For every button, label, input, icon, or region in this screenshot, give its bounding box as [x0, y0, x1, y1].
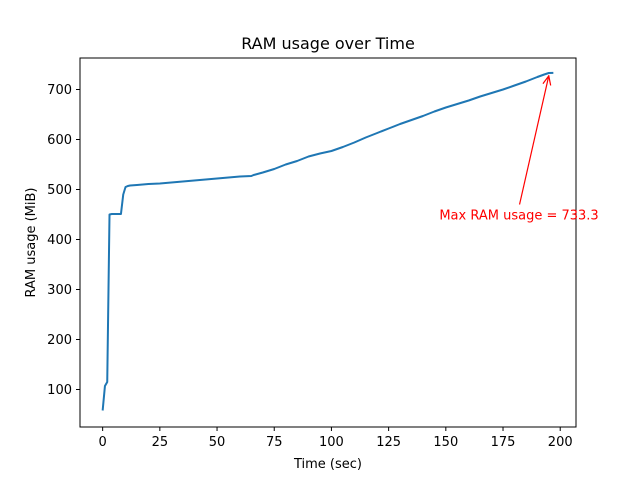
x-tick-label: 50 — [209, 435, 226, 450]
max-ram-annotation-text: Max RAM usage = 733.3 — [439, 209, 598, 224]
y-tick-label: 600 — [47, 133, 72, 148]
y-axis-label: RAM usage (MiB) — [24, 188, 39, 298]
max-ram-annotation-arrow — [518, 76, 549, 205]
x-tick-label: 150 — [433, 435, 458, 450]
y-tick-label: 500 — [47, 183, 72, 198]
ram-usage-line — [101, 71, 554, 411]
x-axis-label: Time (sec) — [293, 457, 362, 472]
y-tick-label: 100 — [47, 383, 72, 398]
x-tick-label: 125 — [376, 435, 401, 450]
x-axis: 0 25 50 75 100 125 150 175 200 — [99, 427, 573, 450]
x-tick-label: 75 — [266, 435, 283, 450]
y-axis: 100 200 300 400 500 600 700 — [47, 83, 80, 398]
y-tick-label: 400 — [47, 233, 72, 248]
x-tick-label: 0 — [99, 435, 107, 450]
plot-frame — [79, 57, 577, 428]
y-tick-label: 200 — [47, 333, 72, 348]
y-tick-label: 700 — [47, 83, 72, 98]
chart-title: RAM usage over Time — [241, 34, 415, 53]
x-tick-label: 25 — [152, 435, 169, 450]
plot-area — [101, 71, 554, 411]
x-tick-label: 100 — [319, 435, 344, 450]
y-tick-label: 300 — [47, 283, 72, 298]
annotations: Max RAM usage = 733.3 — [439, 76, 599, 224]
x-tick-label: 175 — [491, 435, 516, 450]
x-tick-label: 200 — [548, 435, 573, 450]
